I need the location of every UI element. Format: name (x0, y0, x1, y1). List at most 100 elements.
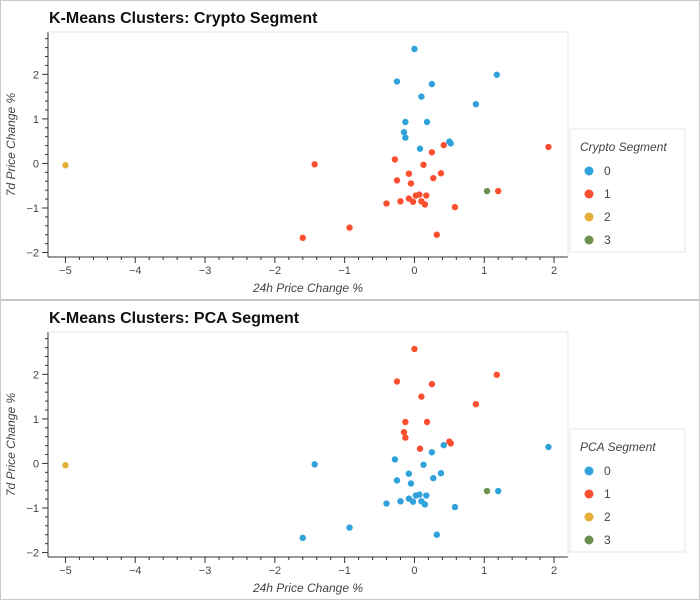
pca-legend-label-2: 2 (604, 510, 611, 524)
pca-legend-title: PCA Segment (580, 440, 656, 454)
pca-point-cluster-0 (420, 461, 427, 468)
crypto-x-tick-label: 2 (551, 265, 557, 277)
pca-point-cluster-0 (397, 498, 404, 505)
pca-segment-scatter-plot: K-Means Clusters: PCA Segment −5 −4 −3 −2 −1 0… (4, 310, 686, 595)
crypto-x-tick-label: −2 (269, 265, 282, 277)
crypto-point-cluster-1 (430, 174, 437, 182)
crypto-point-cluster-0 (472, 100, 480, 108)
pca-x-tick-label: −5 (59, 565, 72, 577)
pca-point-cluster-0 (430, 474, 437, 482)
pca-y-tick-label: 2 (33, 369, 39, 381)
pca-point-cluster-0 (383, 500, 390, 507)
crypto-legend-label-1: 1 (604, 187, 611, 201)
pca-legend-label-0: 0 (604, 464, 611, 478)
pca-legend-label-3: 3 (604, 533, 611, 547)
pca-legend-marker-2 (584, 512, 594, 522)
crypto-y-axis-label: 7d Price Change % (4, 92, 18, 196)
pca-point-cluster-1 (493, 371, 501, 378)
crypto-y-tick-label: 2 (33, 69, 39, 81)
crypto-point-cluster-0 (402, 118, 409, 126)
crypto-point-cluster-1 (393, 177, 401, 184)
pca-y-axis-label: 7d Price Change % (4, 392, 18, 496)
crypto-point-cluster-1 (407, 180, 415, 187)
pca-point-cluster-1 (447, 440, 454, 447)
crypto-legend-label-0: 0 (604, 164, 611, 178)
pca-y-tick-label: −1 (26, 503, 39, 515)
crypto-point-cluster-1 (433, 231, 440, 238)
crypto-legend-label-3: 3 (604, 233, 611, 247)
crypto-point-cluster-0 (423, 118, 431, 126)
crypto-point-cluster-1 (420, 161, 427, 168)
pca-point-cluster-1 (416, 445, 424, 452)
pca-y-tick-label: 1 (33, 414, 39, 426)
pca-point-cluster-0 (405, 470, 413, 477)
pca-point-cluster-0 (416, 491, 423, 498)
pca-x-tick-label: −1 (338, 565, 351, 577)
pca-point-cluster-0 (451, 503, 459, 511)
pca-chart-title: K-Means Clusters: PCA Segment (49, 310, 300, 327)
crypto-point-cluster-0 (447, 140, 454, 147)
crypto-y-tick-label: −2 (26, 248, 39, 260)
crypto-point-cluster-0 (402, 134, 409, 141)
crypto-point-cluster-1 (299, 234, 306, 242)
pca-point-cluster-0 (391, 456, 399, 463)
crypto-point-cluster-1 (437, 170, 445, 177)
crypto-point-cluster-1 (440, 141, 447, 149)
pca-point-cluster-0 (393, 477, 401, 484)
pca-legend-label-1: 1 (604, 487, 611, 501)
crypto-point-cluster-0 (416, 145, 424, 152)
crypto-y-tick-label: −1 (26, 203, 39, 215)
pca-point-cluster-1 (423, 418, 431, 426)
crypto-point-cluster-1 (451, 203, 459, 211)
pca-point-cluster-0 (545, 443, 552, 451)
pca-point-cluster-1 (402, 434, 409, 441)
crypto-point-cluster-1 (383, 200, 390, 207)
pca-point-cluster-3 (483, 487, 491, 495)
pca-point-cluster-2 (62, 462, 69, 469)
pca-x-tick-label: −4 (129, 565, 142, 577)
pca-point-cluster-0 (437, 470, 445, 477)
pca-point-cluster-1 (472, 400, 480, 408)
pca-x-tick-label: −2 (269, 565, 282, 577)
pca-point-cluster-0 (346, 524, 353, 531)
crypto-y-tick-label: 0 (33, 158, 39, 170)
crypto-x-axis-label: 24h Price Change % (252, 281, 363, 295)
crypto-point-cluster-1 (311, 161, 318, 168)
pca-point-cluster-0 (421, 501, 429, 508)
crypto-x-tick-label: −4 (129, 265, 142, 277)
pca-x-axis-label: 24h Price Change % (252, 581, 363, 595)
crypto-point-cluster-1 (423, 192, 430, 199)
pca-point-cluster-1 (411, 345, 418, 353)
crypto-legend-marker-2 (584, 212, 594, 222)
crypto-legend-label-2: 2 (604, 210, 611, 224)
crypto-x-tick-label: 0 (411, 265, 417, 277)
crypto-legend-marker-1 (584, 189, 594, 199)
pca-point-cluster-0 (428, 449, 436, 456)
crypto-point-cluster-0 (428, 80, 436, 88)
pca-x-tick-label: 2 (551, 565, 557, 577)
crypto-point-cluster-1 (397, 198, 404, 205)
crypto-y-tick-label: 1 (33, 114, 39, 126)
pca-segment-chart-panel: K-Means Clusters: PCA Segment −5 −4 −3 −2 −1 0… (0, 300, 700, 600)
crypto-legend-marker-0 (584, 166, 594, 176)
crypto-point-cluster-3 (483, 187, 491, 195)
crypto-legend-marker-3 (584, 235, 594, 245)
pca-point-cluster-0 (440, 441, 447, 449)
crypto-point-cluster-0 (400, 129, 408, 136)
crypto-point-cluster-1 (428, 149, 436, 156)
crypto-point-cluster-1 (391, 156, 399, 163)
pca-point-cluster-0 (423, 492, 430, 499)
pca-point-cluster-1 (428, 380, 436, 388)
crypto-point-cluster-0 (411, 45, 418, 53)
crypto-x-tick-label: −5 (59, 265, 72, 277)
crypto-point-cluster-1 (545, 143, 552, 151)
crypto-point-cluster-0 (393, 78, 401, 85)
pca-legend-marker-1 (584, 489, 594, 499)
crypto-point-cluster-1 (421, 201, 429, 208)
pca-point-cluster-0 (433, 531, 440, 538)
pca-point-cluster-1 (418, 393, 425, 400)
pca-legend-marker-0 (584, 466, 594, 476)
crypto-x-tick-label: 1 (481, 265, 487, 277)
crypto-legend-title: Crypto Segment (580, 140, 667, 154)
pca-y-tick-label: 0 (33, 458, 39, 470)
